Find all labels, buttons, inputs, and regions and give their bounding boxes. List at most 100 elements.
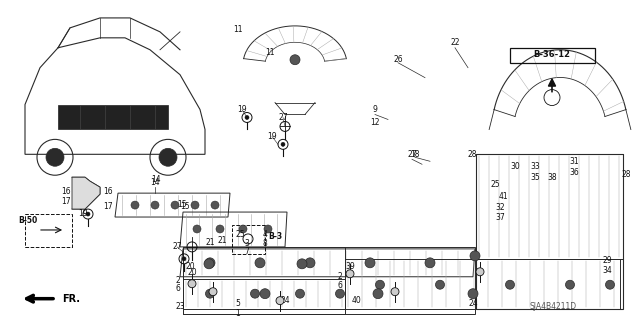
Text: 41: 41 xyxy=(498,192,508,201)
Ellipse shape xyxy=(566,280,575,289)
Text: 24: 24 xyxy=(468,299,478,308)
Text: 27: 27 xyxy=(407,150,417,159)
Text: 38: 38 xyxy=(547,173,557,182)
Ellipse shape xyxy=(391,288,399,296)
Ellipse shape xyxy=(191,201,199,209)
Ellipse shape xyxy=(297,259,307,269)
Text: 29: 29 xyxy=(602,256,612,265)
Text: 37: 37 xyxy=(495,212,505,221)
Ellipse shape xyxy=(193,225,201,233)
Ellipse shape xyxy=(86,212,90,216)
Ellipse shape xyxy=(131,201,139,209)
Ellipse shape xyxy=(255,258,265,268)
Text: SJA4B4211D: SJA4B4211D xyxy=(530,302,577,311)
Ellipse shape xyxy=(250,289,259,298)
Text: 2: 2 xyxy=(338,272,342,281)
Ellipse shape xyxy=(276,297,284,305)
Bar xyxy=(476,154,623,308)
Text: B-3: B-3 xyxy=(268,233,282,241)
Ellipse shape xyxy=(260,289,270,299)
Text: 22: 22 xyxy=(451,38,460,47)
Text: B-50: B-50 xyxy=(18,216,37,225)
Ellipse shape xyxy=(205,258,215,268)
Text: 27: 27 xyxy=(172,242,182,251)
Text: 15: 15 xyxy=(177,200,187,209)
Text: 1: 1 xyxy=(236,309,241,318)
Ellipse shape xyxy=(205,289,214,298)
Text: 39: 39 xyxy=(345,262,355,271)
Text: 31: 31 xyxy=(569,157,579,166)
Bar xyxy=(25,214,72,247)
Text: 28: 28 xyxy=(467,150,477,159)
Text: 19: 19 xyxy=(237,105,247,114)
Text: FR.: FR. xyxy=(62,294,80,304)
Text: 28: 28 xyxy=(621,170,631,179)
Ellipse shape xyxy=(216,225,224,233)
Text: 19: 19 xyxy=(267,132,277,141)
Ellipse shape xyxy=(245,115,249,120)
Text: 6: 6 xyxy=(175,284,180,293)
Ellipse shape xyxy=(506,280,515,289)
Text: 3: 3 xyxy=(244,239,250,249)
Text: 27: 27 xyxy=(278,113,288,122)
Text: 11: 11 xyxy=(233,26,243,34)
Text: 2: 2 xyxy=(175,276,180,285)
Ellipse shape xyxy=(204,259,214,269)
Ellipse shape xyxy=(290,55,300,65)
Text: 19: 19 xyxy=(78,209,88,218)
Ellipse shape xyxy=(373,289,383,299)
Text: 23: 23 xyxy=(175,302,185,311)
Text: 6: 6 xyxy=(337,281,342,290)
Bar xyxy=(476,154,623,259)
Bar xyxy=(232,225,265,254)
Text: 4: 4 xyxy=(262,230,268,240)
Ellipse shape xyxy=(281,142,285,146)
Ellipse shape xyxy=(211,201,219,209)
Text: 12: 12 xyxy=(371,118,380,127)
Text: 7: 7 xyxy=(244,247,250,256)
Ellipse shape xyxy=(171,201,179,209)
Ellipse shape xyxy=(209,288,217,296)
Ellipse shape xyxy=(605,280,614,289)
Text: 15: 15 xyxy=(180,202,190,211)
Ellipse shape xyxy=(305,258,315,268)
Text: 14: 14 xyxy=(151,175,161,184)
Text: 11: 11 xyxy=(265,48,275,57)
Text: 14: 14 xyxy=(150,178,160,187)
Bar xyxy=(183,247,345,314)
Text: 21: 21 xyxy=(205,238,215,248)
Text: 34: 34 xyxy=(602,266,612,275)
Polygon shape xyxy=(58,105,168,130)
Text: 16: 16 xyxy=(61,187,71,196)
Ellipse shape xyxy=(435,280,445,289)
Text: 16: 16 xyxy=(103,187,113,196)
Ellipse shape xyxy=(335,289,344,298)
Bar xyxy=(183,247,475,314)
Text: B-36-12: B-36-12 xyxy=(534,50,570,59)
Ellipse shape xyxy=(239,225,247,233)
Ellipse shape xyxy=(151,201,159,209)
Ellipse shape xyxy=(159,148,177,166)
Text: 24: 24 xyxy=(280,296,290,305)
Ellipse shape xyxy=(425,258,435,268)
Text: 18: 18 xyxy=(410,150,420,159)
Bar xyxy=(510,48,595,63)
Text: 35: 35 xyxy=(530,173,540,182)
Ellipse shape xyxy=(182,257,186,261)
Text: 36: 36 xyxy=(569,168,579,177)
Ellipse shape xyxy=(470,251,480,261)
Ellipse shape xyxy=(476,268,484,276)
Ellipse shape xyxy=(46,148,64,166)
Ellipse shape xyxy=(264,225,272,233)
Polygon shape xyxy=(72,177,100,209)
Text: 25: 25 xyxy=(235,230,245,240)
Text: 32: 32 xyxy=(495,203,505,211)
Bar xyxy=(183,279,345,308)
Text: 17: 17 xyxy=(61,197,71,206)
Text: 5: 5 xyxy=(236,299,241,308)
Text: 17: 17 xyxy=(103,202,113,211)
Text: 25: 25 xyxy=(490,180,500,189)
Text: 9: 9 xyxy=(372,105,378,114)
Text: 8: 8 xyxy=(262,239,268,249)
Text: 20: 20 xyxy=(187,268,197,277)
